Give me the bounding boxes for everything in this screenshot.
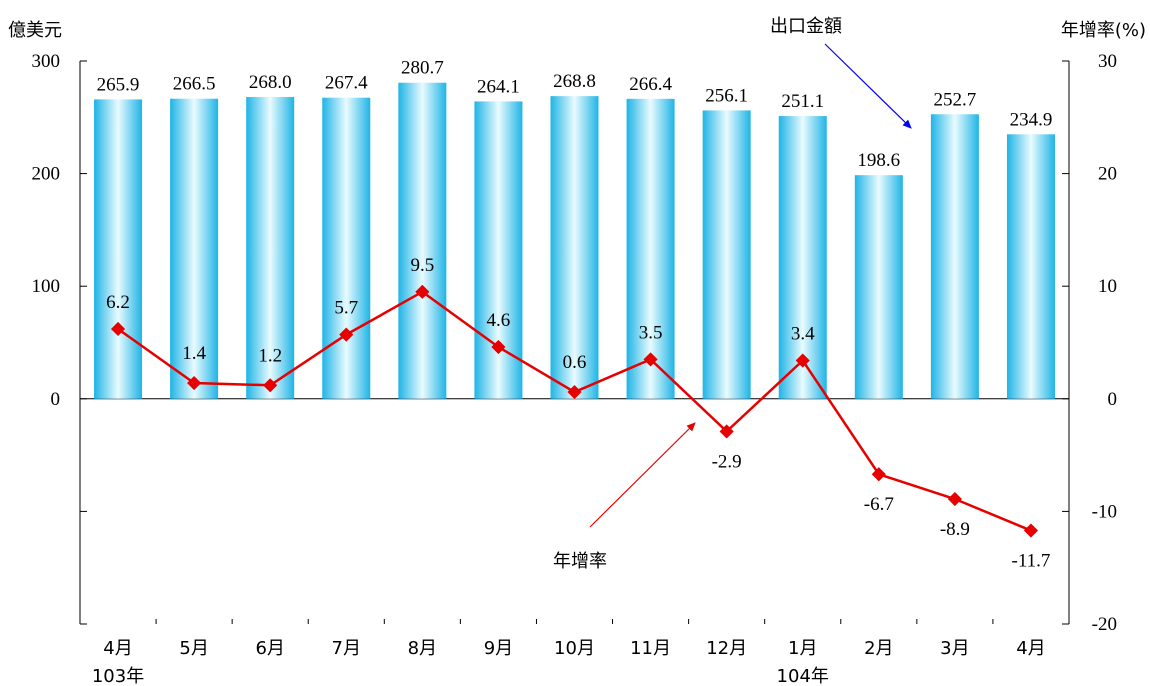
line-series [110,284,1039,538]
bar-value-label: 264.1 [477,76,520,97]
line-value-label: -2.9 [712,451,742,472]
line-value-label: -8.9 [940,519,970,540]
bar [626,98,675,399]
y-right-axis-title: 年增率(%) [1061,20,1146,41]
line-point [947,491,962,507]
bar-value-label: 265.9 [97,74,140,95]
bar-value-label: 268.0 [249,72,292,93]
line-series-callout-arrow [589,422,696,528]
bar-series-callout-arrow [824,43,912,129]
line-value-label: 3.4 [791,324,815,345]
line-value-label: 0.6 [563,352,587,373]
bar [854,175,903,399]
x-year-label: 103年 [92,666,144,686]
x-tick-label: 12月 [706,638,747,659]
x-tick-label: 4月 [103,638,132,659]
x-tick-label: 3月 [940,638,969,659]
line-value-label: 5.7 [334,298,358,319]
line-point [263,378,278,393]
bar-value-label: 234.9 [1010,109,1053,130]
bar [170,98,219,399]
bar-value-label: 266.5 [173,74,216,95]
x-tick-label: 8月 [408,638,437,659]
line-value-label: -11.7 [1012,551,1051,572]
bar-value-label: 267.4 [325,73,368,94]
bar-value-label: 252.7 [934,89,977,110]
bar-value-label: 251.1 [781,91,824,112]
bar [778,116,827,399]
y-right-tick-label: 0 [1108,389,1118,410]
line-point [871,467,886,482]
line-point [795,353,810,368]
bar-value-label: 268.8 [553,71,596,92]
bar [930,114,979,399]
x-tick-label: 7月 [332,638,361,659]
x-tick-label: 11月 [630,638,671,659]
y-right-tick-label: 30 [1098,51,1117,72]
bar [94,99,143,399]
line-point [187,375,202,391]
x-tick-label: 1月 [788,638,817,659]
bar [246,97,295,399]
y-left-axis-title: 億美元 [8,20,62,41]
bar [322,97,371,399]
y-right-tick-label: 10 [1098,276,1117,297]
y-left-tick-label: 100 [32,276,61,297]
bar-value-label: 256.1 [705,85,748,106]
line-point [719,424,734,439]
line-series-callout: 年增率 [553,551,607,572]
line-point [339,327,354,342]
bar-series-callout: 出口金額 [770,16,842,37]
y-right-tick-label: 20 [1098,164,1117,185]
x-tick-label: 10月 [554,638,595,659]
x-year-label: 104年 [777,666,829,686]
x-tick-label: 5月 [179,638,208,659]
bar-value-label: 266.4 [629,74,672,95]
bar [398,82,447,399]
bar [550,96,599,399]
line-value-label: 3.5 [639,322,663,343]
line-value-label: 6.2 [106,292,130,313]
line-point [643,352,658,367]
bar [1006,134,1055,399]
data-labels: 265.9 266.5 268.0 267.4 280.7 264.1 268.8 266.4… [97,58,1053,572]
line-value-label: 4.6 [487,310,511,331]
y-left-tick-label: 300 [32,51,61,72]
axes: 0 100 200 300 -20 -10 0 10 20 30 4月 103年 5月 6月 7月 8月 9月 1… [32,51,1118,686]
y-right-tick-label: -20 [1092,614,1117,635]
bar [702,110,751,399]
x-tick-label: 2月 [864,638,893,659]
line-value-label: 1.2 [258,345,282,366]
line-point [1023,523,1039,538]
line-point [415,284,430,299]
line-value-label: -6.7 [864,494,894,515]
line-value-label: 9.5 [410,255,434,276]
bar-series [94,82,1055,399]
y-left-tick-label: 200 [32,164,61,185]
line-point [567,384,582,400]
y-left-tick-label: 0 [51,389,61,410]
x-tick-label: 6月 [255,638,284,659]
line-point [110,321,126,337]
x-tick-label: 4月 [1016,638,1045,659]
y-right-tick-label: -10 [1092,501,1117,522]
bar [474,101,523,399]
bar-value-label: 198.6 [857,150,900,171]
bar-value-label: 280.7 [401,58,444,79]
line-value-label: 1.4 [182,343,206,364]
line-point [491,339,506,355]
x-tick-label: 9月 [484,638,513,659]
